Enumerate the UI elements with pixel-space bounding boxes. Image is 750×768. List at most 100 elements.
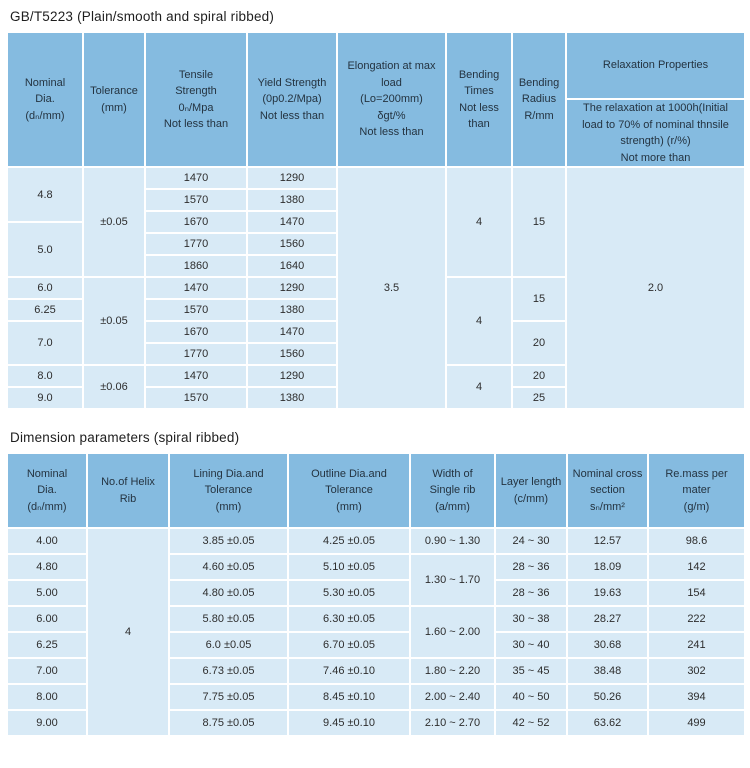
cell-outline: 4.25 ±0.05	[289, 529, 409, 553]
header-lining-dia: Lining Dia.and Tolerance (mm)	[170, 454, 287, 527]
cell-tensile: 1570	[146, 190, 246, 210]
cell-dia: 6.00	[8, 607, 86, 631]
cell-ref-mass: 98.6	[649, 529, 744, 553]
header-layer-length: Layer length (c/mm)	[496, 454, 566, 527]
header-tolerance: Tolerance (mm)	[84, 33, 144, 166]
cell-yield: 1380	[248, 388, 336, 408]
header-rib-width: Width of Single rib (a/mm)	[411, 454, 494, 527]
cell-lining: 3.85 ±0.05	[170, 529, 287, 553]
cell-cross-section: 63.62	[568, 711, 647, 735]
column-bending-times: 4 4 4	[447, 168, 511, 408]
cell-layer-length: 40 ~ 50	[496, 685, 566, 709]
cell-yield: 1290	[248, 366, 336, 386]
cell-bending-times: 4	[447, 366, 511, 408]
cell-bending-radius: 20	[513, 366, 565, 386]
cell-bending-radius: 15	[513, 168, 565, 276]
column-tolerance: ±0.05 ±0.05 ±0.06	[84, 168, 144, 408]
header-yield-strength: Yield Strength (0p0.2/Mpa) Not less than	[248, 33, 336, 166]
cell-tensile: 1860	[146, 256, 246, 276]
cell-dia: 6.25	[8, 633, 86, 657]
cell-dia: 4.8	[8, 168, 82, 221]
column-layer-length: 24 ~ 30 28 ~ 36 28 ~ 36 30 ~ 38 30 ~ 40 …	[496, 529, 566, 735]
cell-ref-mass: 222	[649, 607, 744, 631]
cell-outline: 6.30 ±0.05	[289, 607, 409, 631]
cell-dia: 9.00	[8, 711, 86, 735]
cell-tensile: 1670	[146, 322, 246, 342]
cell-layer-length: 28 ~ 36	[496, 581, 566, 605]
cell-rib-width: 1.80 ~ 2.20	[411, 659, 494, 683]
cell-tensile: 1770	[146, 234, 246, 254]
cell-bending-radius: 15	[513, 278, 565, 320]
cell-rib-width: 0.90 ~ 1.30	[411, 529, 494, 553]
cell-tensile: 1670	[146, 212, 246, 232]
cell-rib-width: 2.10 ~ 2.70	[411, 711, 494, 735]
cell-tolerance: ±0.05	[84, 278, 144, 364]
header-bending-times: Bending Times Not less than	[447, 33, 511, 166]
cell-cross-section: 30.68	[568, 633, 647, 657]
dimension-table: Nominal Dia. (dₙ/mm) No.of Helix Rib Lin…	[8, 454, 744, 735]
cell-cross-section: 18.09	[568, 555, 647, 579]
cell-rib-width: 1.30 ~ 1.70	[411, 555, 494, 605]
column-nominal-dia: 4.00 4.80 5.00 6.00 6.25 7.00 8.00 9.00	[8, 529, 86, 735]
cell-helix-count: 4	[88, 529, 168, 735]
cell-outline: 6.70 ±0.05	[289, 633, 409, 657]
cell-elongation: 3.5	[338, 168, 445, 408]
column-ref-mass: 98.6 142 154 222 241 302 394 499	[649, 529, 744, 735]
header-relaxation-group: Relaxation Properties The relaxation at …	[567, 33, 744, 166]
cell-cross-section: 50.26	[568, 685, 647, 709]
column-nominal-dia: 4.8 5.0 6.0 6.25 7.0 8.0 9.0	[8, 168, 82, 408]
cell-dia: 9.0	[8, 388, 82, 408]
cell-tensile: 1470	[146, 278, 246, 298]
cell-dia: 6.25	[8, 300, 82, 320]
column-cross-section: 12.57 18.09 19.63 28.27 30.68 38.48 50.2…	[568, 529, 647, 735]
header-relaxation-title: Relaxation Properties	[567, 33, 744, 98]
cell-yield: 1470	[248, 322, 336, 342]
cell-layer-length: 30 ~ 38	[496, 607, 566, 631]
cell-ref-mass: 302	[649, 659, 744, 683]
cell-dia: 5.0	[8, 223, 82, 276]
strength-table-body: 4.8 5.0 6.0 6.25 7.0 8.0 9.0 ±0.05 ±0.05…	[8, 168, 744, 408]
dimension-table-body: 4.00 4.80 5.00 6.00 6.25 7.00 8.00 9.00 …	[8, 529, 744, 735]
cell-cross-section: 19.63	[568, 581, 647, 605]
cell-yield: 1290	[248, 168, 336, 188]
cell-tolerance: ±0.05	[84, 168, 144, 276]
column-elongation: 3.5	[338, 168, 445, 408]
cell-dia: 4.80	[8, 555, 86, 579]
table1-title: GB/T5223 (Plain/smooth and spiral ribbed…	[10, 9, 275, 24]
cell-yield: 1290	[248, 278, 336, 298]
cell-tensile: 1570	[146, 300, 246, 320]
cell-lining: 7.75 ±0.05	[170, 685, 287, 709]
header-elongation: Elongation at max load (Lo=200mm) δgt/% …	[338, 33, 445, 166]
header-nominal-dia: Nominal Dia. (dₙ/mm)	[8, 454, 86, 527]
cell-cross-section: 12.57	[568, 529, 647, 553]
cell-rib-width: 2.00 ~ 2.40	[411, 685, 494, 709]
cell-dia: 8.0	[8, 366, 82, 386]
cell-bending-radius: 25	[513, 388, 565, 408]
cell-relaxation: 2.0	[567, 168, 744, 408]
cell-yield: 1640	[248, 256, 336, 276]
cell-ref-mass: 241	[649, 633, 744, 657]
cell-lining: 5.80 ±0.05	[170, 607, 287, 631]
cell-outline: 5.10 ±0.05	[289, 555, 409, 579]
cell-bending-times: 4	[447, 168, 511, 276]
cell-layer-length: 30 ~ 40	[496, 633, 566, 657]
cell-lining: 4.80 ±0.05	[170, 581, 287, 605]
cell-lining: 6.0 ±0.05	[170, 633, 287, 657]
cell-yield: 1560	[248, 344, 336, 364]
cell-layer-length: 42 ~ 52	[496, 711, 566, 735]
cell-ref-mass: 499	[649, 711, 744, 735]
cell-dia: 4.00	[8, 529, 86, 553]
cell-lining: 6.73 ±0.05	[170, 659, 287, 683]
cell-lining: 8.75 ±0.05	[170, 711, 287, 735]
cell-outline: 9.45 ±0.10	[289, 711, 409, 735]
cell-tensile: 1470	[146, 168, 246, 188]
column-helix-rib: 4	[88, 529, 168, 735]
cell-tensile: 1770	[146, 344, 246, 364]
header-nominal-dia: Nominal Dia. (dₙ/mm)	[8, 33, 82, 166]
dimension-table-header-row: Nominal Dia. (dₙ/mm) No.of Helix Rib Lin…	[8, 454, 744, 527]
cell-dia: 6.0	[8, 278, 82, 298]
header-helix-rib: No.of Helix Rib	[88, 454, 168, 527]
column-outline-dia: 4.25 ±0.05 5.10 ±0.05 5.30 ±0.05 6.30 ±0…	[289, 529, 409, 735]
column-tensile: 1470 1570 1670 1770 1860 1470 1570 1670 …	[146, 168, 246, 408]
cell-rib-width: 1.60 ~ 2.00	[411, 607, 494, 657]
